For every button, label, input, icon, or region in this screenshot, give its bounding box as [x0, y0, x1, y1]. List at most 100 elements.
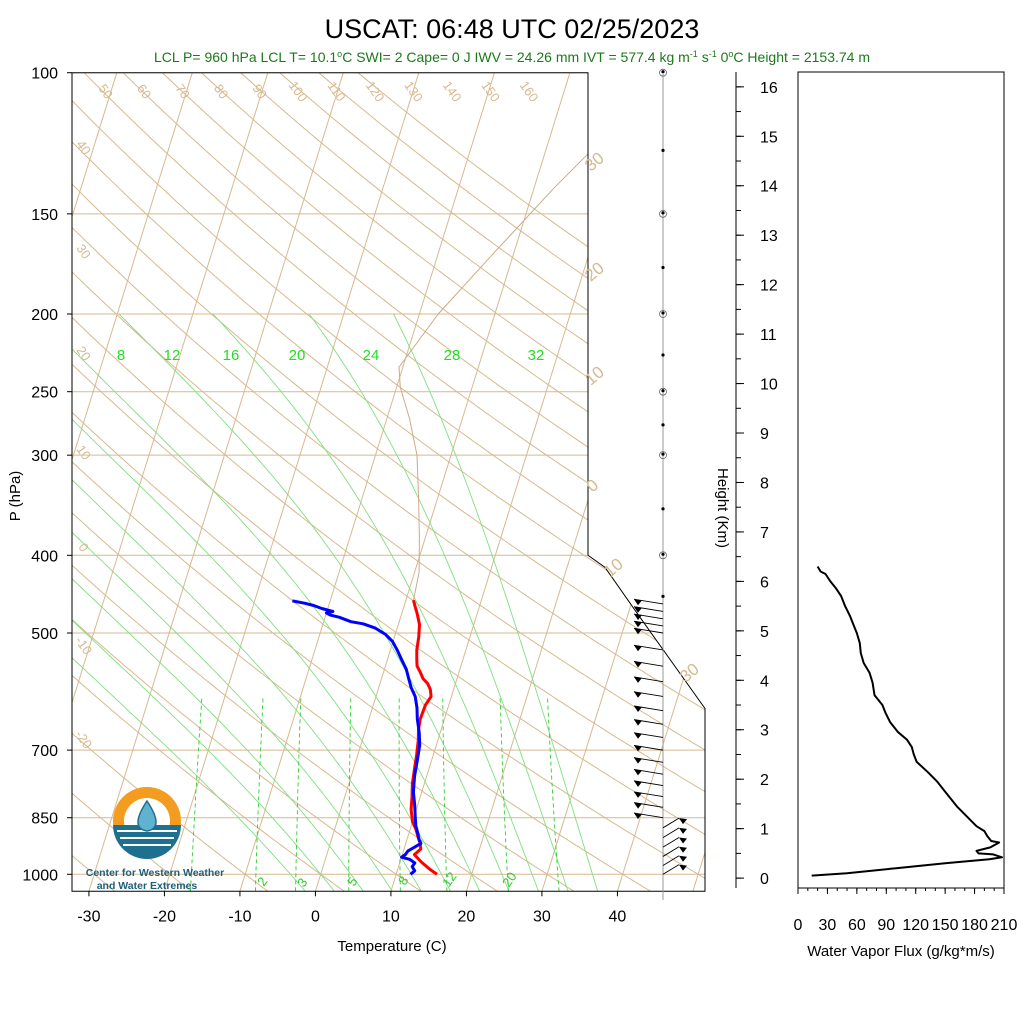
wind-level-dot — [661, 507, 665, 511]
wind-barb — [662, 817, 680, 829]
flux-y-tick-label: 14 — [760, 179, 778, 196]
mixing-ratio-line — [348, 696, 352, 892]
x-tick-label: 10 — [382, 908, 400, 925]
subtitle-ivt: IVT = 577.4 kg m — [583, 49, 690, 65]
cw3e-logo-emblem — [113, 787, 181, 859]
wind-barb-flag — [679, 827, 687, 834]
dry-adiabat-label: 70 — [172, 81, 193, 101]
x-tick-label: 40 — [609, 908, 627, 925]
flux-y-tick-label: 4 — [760, 673, 769, 690]
dry-adiabat-line — [162, 72, 705, 892]
mixing-ratio-lines — [190, 696, 560, 892]
moist-adiabat-line — [308, 313, 569, 892]
moist-adiabat-lines — [72, 313, 599, 892]
flux-y-tick-label: 12 — [760, 278, 778, 295]
x-tick-label: 30 — [533, 908, 551, 925]
subtitle-ivt-exp1: -1 — [690, 49, 698, 59]
isotherm-label-left: 10 — [73, 442, 94, 462]
logo-droplet — [137, 799, 157, 832]
flux-x-tick-label: 150 — [932, 917, 959, 934]
wind-level-dot — [661, 552, 665, 556]
flux-y-tick-label: 1 — [760, 822, 769, 839]
flux-x-tick-label: 120 — [902, 917, 929, 934]
wind-barb — [662, 864, 680, 875]
isotherm-line — [72, 72, 193, 892]
moist-adiabat-line — [72, 313, 335, 892]
wind-barb-flag — [633, 732, 642, 739]
logo-water — [113, 825, 181, 859]
wind-barb-flag — [679, 864, 687, 871]
moist-adiabat-line — [118, 313, 510, 892]
isotherm-line — [163, 72, 420, 892]
dry-adiabat-line — [72, 72, 422, 892]
flux-y-axis-label: Height (Km) — [714, 468, 731, 548]
wind-barb-flag — [633, 599, 642, 606]
flux-profile-line — [811, 565, 1003, 877]
mixing-ratio-line — [547, 696, 560, 892]
flux-y-tick-label: 15 — [760, 129, 778, 146]
dry-adiabat-line — [72, 72, 651, 892]
flux-axes: 0 30 60 90 120 150 180 210012345678910111213141… — [735, 72, 1017, 934]
dry-adiabat-line — [72, 72, 269, 892]
wind-level-dot — [661, 311, 665, 315]
subtitle-cape: Cape= 0 J — [406, 49, 470, 65]
wind-barb-flag — [679, 855, 687, 862]
isotherm-label-right: 30 — [676, 659, 703, 686]
dry-adiabat-line — [72, 72, 498, 892]
wind-barb-flag — [679, 837, 687, 844]
flux-y-tick-label: 5 — [760, 624, 769, 641]
mixing-ratio-label: 2 — [254, 874, 270, 889]
x-tick-label: 20 — [458, 908, 476, 925]
chart-subtitle: LCL P= 960 hPa LCL T= 10.1oC SWI= 2 Cape… — [154, 49, 870, 65]
mixing-ratio-label: 8 — [395, 873, 411, 888]
dry-adiabat-line — [72, 72, 705, 892]
moist-adiabat-label: 20 — [289, 347, 306, 364]
flux-y-tick-label: 16 — [760, 80, 778, 97]
skewt-background-lines — [72, 72, 705, 892]
flux-profile — [811, 565, 1003, 877]
mixing-ratio-line — [499, 696, 509, 892]
wind-barb-staff — [633, 68, 687, 900]
y-tick-label: 700 — [31, 743, 58, 760]
isotherm-label-left: -20 — [72, 727, 95, 751]
wind-calm-marker — [659, 451, 667, 460]
wind-barb-flag — [633, 705, 642, 712]
dry-adiabat-line — [72, 72, 705, 892]
wind-level-dot — [661, 70, 665, 74]
wind-barb-flag — [633, 745, 642, 752]
temperature-profile-line — [409, 599, 438, 876]
wind-barb — [662, 855, 680, 866]
wind-barb-flag — [633, 791, 642, 798]
isotherm-label-right: 10 — [600, 554, 627, 581]
isotherm-label-right: 20 — [581, 258, 608, 285]
isotherm-label-left: 20 — [73, 343, 94, 363]
wind-barb-flag — [633, 676, 642, 683]
wind-barb-flag — [633, 628, 642, 635]
isotherm-label-right: 10 — [581, 362, 608, 389]
subtitle-ivt-exp2: -1 — [709, 49, 717, 59]
wind-calm-marker — [659, 551, 667, 560]
skewt-x-axis-label: Temperature (C) — [337, 938, 446, 955]
flux-y-tick-label: 2 — [760, 772, 769, 789]
wind-level-dot — [661, 389, 665, 393]
wind-level-dot — [661, 594, 665, 598]
wind-level-dot — [661, 452, 665, 456]
dry-adiabat-line — [72, 72, 705, 892]
isotherm-label-right: 30 — [581, 148, 608, 175]
chart-title: USCAT: 06:48 UTC 02/25/2023 — [325, 14, 700, 44]
skewt-y-axis-label: P (hPa) — [7, 471, 24, 522]
flux-x-tick-label: 90 — [877, 917, 895, 934]
subtitle-ivt-mid: s — [698, 49, 709, 65]
isotherm-line — [541, 72, 705, 892]
mixing-ratio-label: 20 — [499, 869, 520, 889]
mixing-ratio-label: 12 — [439, 869, 460, 889]
flux-y-tick-label: 3 — [760, 723, 769, 740]
mixing-ratio-line — [398, 696, 401, 892]
dry-adiabat-label: 50 — [95, 81, 116, 101]
wind-barb — [662, 837, 680, 848]
dry-adiabat-label: 160 — [517, 78, 542, 104]
y-tick-label: 300 — [31, 448, 58, 465]
isotherm-lines — [72, 72, 705, 892]
dry-adiabat-label: 110 — [325, 79, 349, 105]
